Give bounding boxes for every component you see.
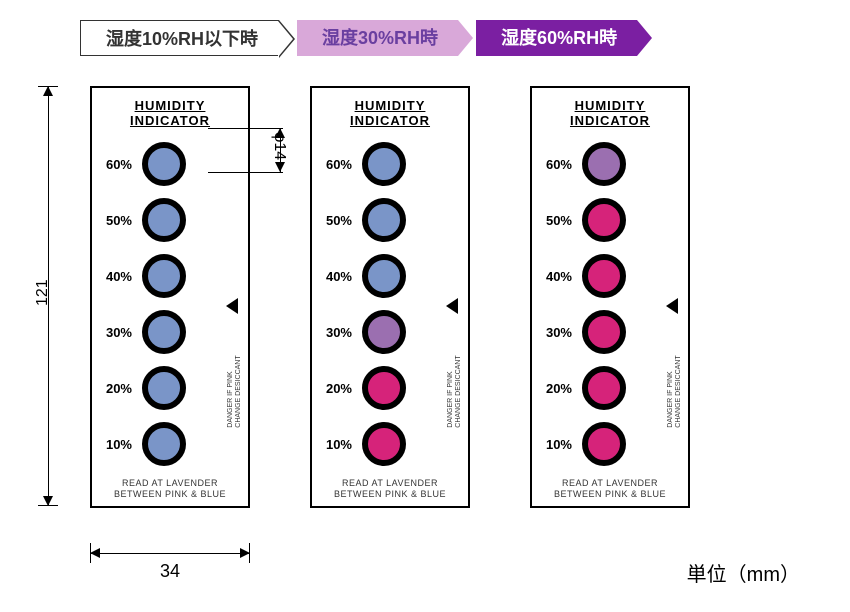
spot-row: 60% xyxy=(538,136,682,192)
spot-row: 10% xyxy=(98,416,242,472)
danger-arrow-icon xyxy=(446,298,458,314)
danger-text: DANGER IF PINKCHANGE DESICCANT xyxy=(667,356,682,428)
tab-60rh: 湿度60%RH時 xyxy=(476,20,637,56)
indicator-spot xyxy=(362,142,406,186)
indicator-spot xyxy=(142,254,186,298)
tab-10rh: 湿度10%RH以下時 xyxy=(80,20,279,56)
indicator-spot xyxy=(582,198,626,242)
spot-row: 30% xyxy=(318,304,462,360)
spot-row: 60% xyxy=(318,136,462,192)
card-footer: READ AT LAVENDERBETWEEN PINK & BLUE xyxy=(98,478,242,500)
indicator-spot xyxy=(582,422,626,466)
spot-row: 40% xyxy=(318,248,462,304)
spot-row: 60% xyxy=(98,136,242,192)
tab-30rh: 湿度30%RH時 xyxy=(297,20,458,56)
dim-phi-label: φ14 xyxy=(270,132,288,160)
dim-height: 121 xyxy=(38,86,58,506)
spot-label: 10% xyxy=(318,437,358,452)
humidity-card-2: HUMIDITYINDICATOR 60% 50% 40% 30% 20% 10% DAN… xyxy=(310,86,470,508)
spot-label: 20% xyxy=(318,381,358,396)
spot-label: 60% xyxy=(98,157,138,172)
indicator-spot xyxy=(582,310,626,354)
spot-row: 40% xyxy=(538,248,682,304)
spot-label: 40% xyxy=(98,269,138,284)
indicator-spot xyxy=(362,254,406,298)
humidity-card-3: HUMIDITYINDICATOR 60% 50% 40% 30% 20% 10% DAN… xyxy=(530,86,690,508)
card-title: HUMIDITYINDICATOR xyxy=(318,98,462,128)
card-footer: READ AT LAVENDERBETWEEN PINK & BLUE xyxy=(318,478,462,500)
indicator-spot xyxy=(582,366,626,410)
spot-row: 50% xyxy=(98,192,242,248)
indicator-spot xyxy=(142,198,186,242)
spot-label: 10% xyxy=(538,437,578,452)
danger-arrow-icon xyxy=(226,298,238,314)
indicator-spot xyxy=(142,422,186,466)
spot-label: 20% xyxy=(538,381,578,396)
spot-label: 50% xyxy=(318,213,358,228)
indicator-spot xyxy=(582,142,626,186)
card-title: HUMIDITYINDICATOR xyxy=(98,98,242,128)
spot-row: 20% xyxy=(98,360,242,416)
spot-label: 60% xyxy=(538,157,578,172)
indicator-spot xyxy=(362,198,406,242)
card-wrap-3: HUMIDITYINDICATOR 60% 50% 40% 30% 20% 10% DAN… xyxy=(530,86,690,508)
spot-row: 10% xyxy=(318,416,462,472)
card-footer: READ AT LAVENDERBETWEEN PINK & BLUE xyxy=(538,478,682,500)
indicator-spot xyxy=(362,422,406,466)
indicator-spot xyxy=(142,310,186,354)
card-wrap-2: HUMIDITYINDICATOR 60% 50% 40% 30% 20% 10% DAN… xyxy=(310,86,470,508)
spot-label: 50% xyxy=(98,213,138,228)
indicator-spot xyxy=(362,366,406,410)
danger-text: DANGER IF PINKCHANGE DESICCANT xyxy=(227,356,242,428)
card-wrap-1: HUMIDITYINDICATOR 60% 50% 40% 30% 20% 10% DAN… xyxy=(90,86,250,508)
indicator-spot xyxy=(142,142,186,186)
spot-label: 30% xyxy=(538,325,578,340)
spot-row: 20% xyxy=(538,360,682,416)
danger-text: DANGER IF PINKCHANGE DESICCANT xyxy=(447,356,462,428)
spot-row: 10% xyxy=(538,416,682,472)
dim-width-label: 34 xyxy=(90,561,250,582)
spot-label: 40% xyxy=(318,269,358,284)
spot-label: 20% xyxy=(98,381,138,396)
spot-label: 60% xyxy=(318,157,358,172)
card-title: HUMIDITYINDICATOR xyxy=(538,98,682,128)
spot-label: 40% xyxy=(538,269,578,284)
spot-row: 30% xyxy=(98,304,242,360)
spot-row: 50% xyxy=(538,192,682,248)
humidity-card-1: HUMIDITYINDICATOR 60% 50% 40% 30% 20% 10% DAN… xyxy=(90,86,250,508)
indicator-spot xyxy=(582,254,626,298)
spot-label: 30% xyxy=(98,325,138,340)
spot-row: 30% xyxy=(538,304,682,360)
indicator-spot xyxy=(142,366,186,410)
dim-height-label: 121 xyxy=(34,279,52,306)
spot-label: 30% xyxy=(318,325,358,340)
spot-label: 50% xyxy=(538,213,578,228)
cards-row: 121 HUMIDITYINDICATOR 60%50%40%30%20%10%… xyxy=(60,86,830,508)
spot-row: 20% xyxy=(318,360,462,416)
spot-label: 10% xyxy=(98,437,138,452)
humidity-tabs: 湿度10%RH以下時 湿度30%RH時 湿度60%RH時 xyxy=(80,20,830,56)
spot-row: 50% xyxy=(318,192,462,248)
indicator-spot xyxy=(362,310,406,354)
danger-arrow-icon xyxy=(666,298,678,314)
spot-row: 40% xyxy=(98,248,242,304)
